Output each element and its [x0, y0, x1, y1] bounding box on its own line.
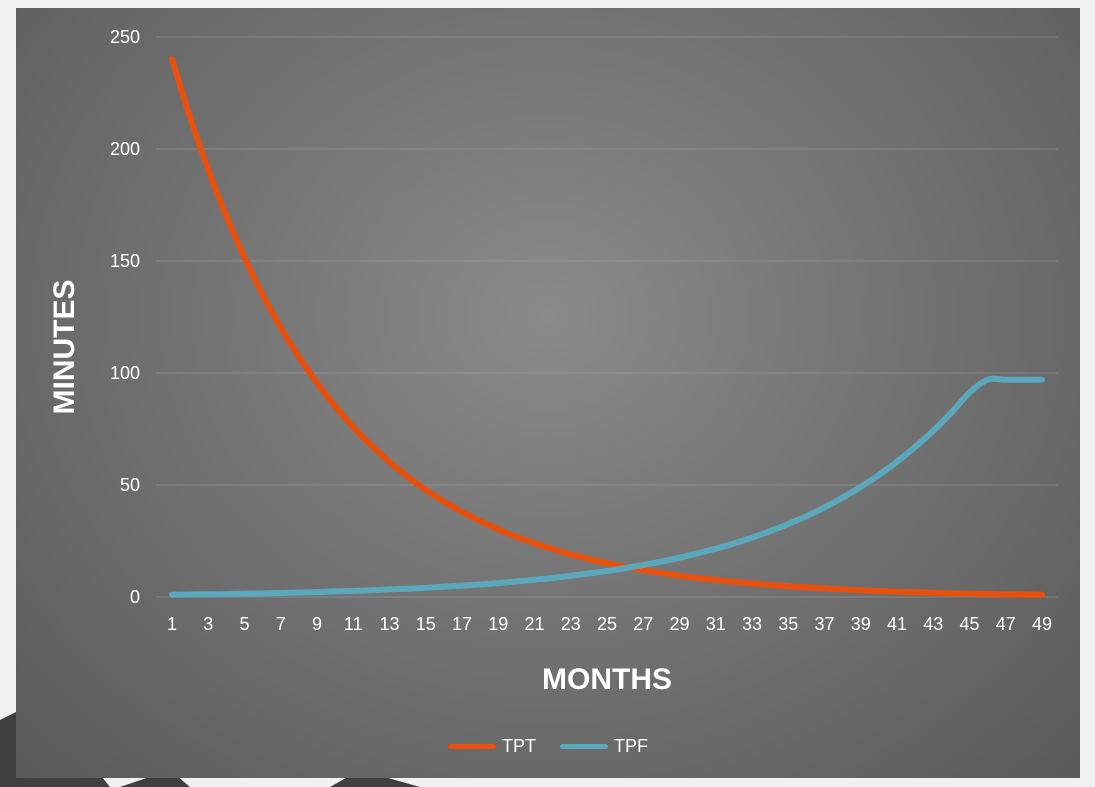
x-tick-label: 39 [851, 614, 871, 634]
x-tick-label: 27 [633, 614, 653, 634]
x-tick-label: 23 [561, 614, 581, 634]
y-tick-label: 100 [110, 363, 140, 383]
series-line-tpt [169, 56, 1045, 598]
y-tick-label: 150 [110, 251, 140, 271]
x-tick-label: 7 [276, 614, 286, 634]
x-tick-label: 35 [778, 614, 798, 634]
x-tick-label: 11 [344, 614, 363, 634]
legend-item-tpf: TPF [560, 736, 648, 757]
y-tick-label: 50 [120, 475, 140, 495]
x-tick-label: 49 [1032, 614, 1052, 634]
legend-label-tpf: TPF [614, 736, 648, 756]
x-tick-label: 25 [597, 614, 617, 634]
x-axis-label: MONTHS [542, 663, 672, 696]
x-tick-label: 37 [814, 614, 834, 634]
legend-swatch-tpf [560, 744, 608, 749]
legend-item-tpt: TPT [448, 736, 536, 757]
x-tick-label: 9 [312, 614, 322, 634]
x-tick-label: 33 [742, 614, 762, 634]
x-tick-label: 43 [923, 614, 943, 634]
grid-lines [156, 36, 1058, 598]
y-axis-ticks: 0 50 100 150 200 250 [110, 27, 140, 607]
x-tick-label: 5 [239, 614, 249, 634]
x-tick-label: 17 [452, 614, 472, 634]
y-tick-label: 0 [130, 587, 140, 607]
x-tick-label: 1 [167, 614, 177, 634]
x-axis-ticks: 1 3 5 7 9 11 13 15 17 19 21 23 25 27 29 31 33 35 37 39 41 43 4… [167, 614, 1052, 634]
x-tick-label: 47 [996, 614, 1016, 634]
x-tick-label: 13 [379, 614, 399, 634]
series-lines [169, 56, 1045, 598]
y-tick-label: 200 [110, 139, 140, 159]
x-tick-label: 45 [959, 614, 979, 634]
x-tick-label: 15 [416, 614, 436, 634]
legend-swatch-tpt [448, 744, 496, 749]
chart-card: 0 50 100 150 200 250 1 3 5 7 9 11 13 15 17 19 21 23 25 27 2… [16, 8, 1080, 778]
x-tick-label: 29 [669, 614, 689, 634]
x-tick-label: 31 [706, 614, 726, 634]
x-tick-label: 41 [887, 614, 907, 634]
x-tick-label: 19 [488, 614, 508, 634]
chart-legend: TPT TPF [16, 736, 1080, 757]
series-line-tpf [169, 375, 1045, 598]
x-tick-label: 3 [203, 614, 213, 634]
x-tick-label: 21 [524, 614, 544, 634]
y-axis-label: MINUTES [48, 280, 81, 415]
y-tick-label: 250 [110, 27, 140, 47]
legend-label-tpt: TPT [502, 736, 536, 756]
